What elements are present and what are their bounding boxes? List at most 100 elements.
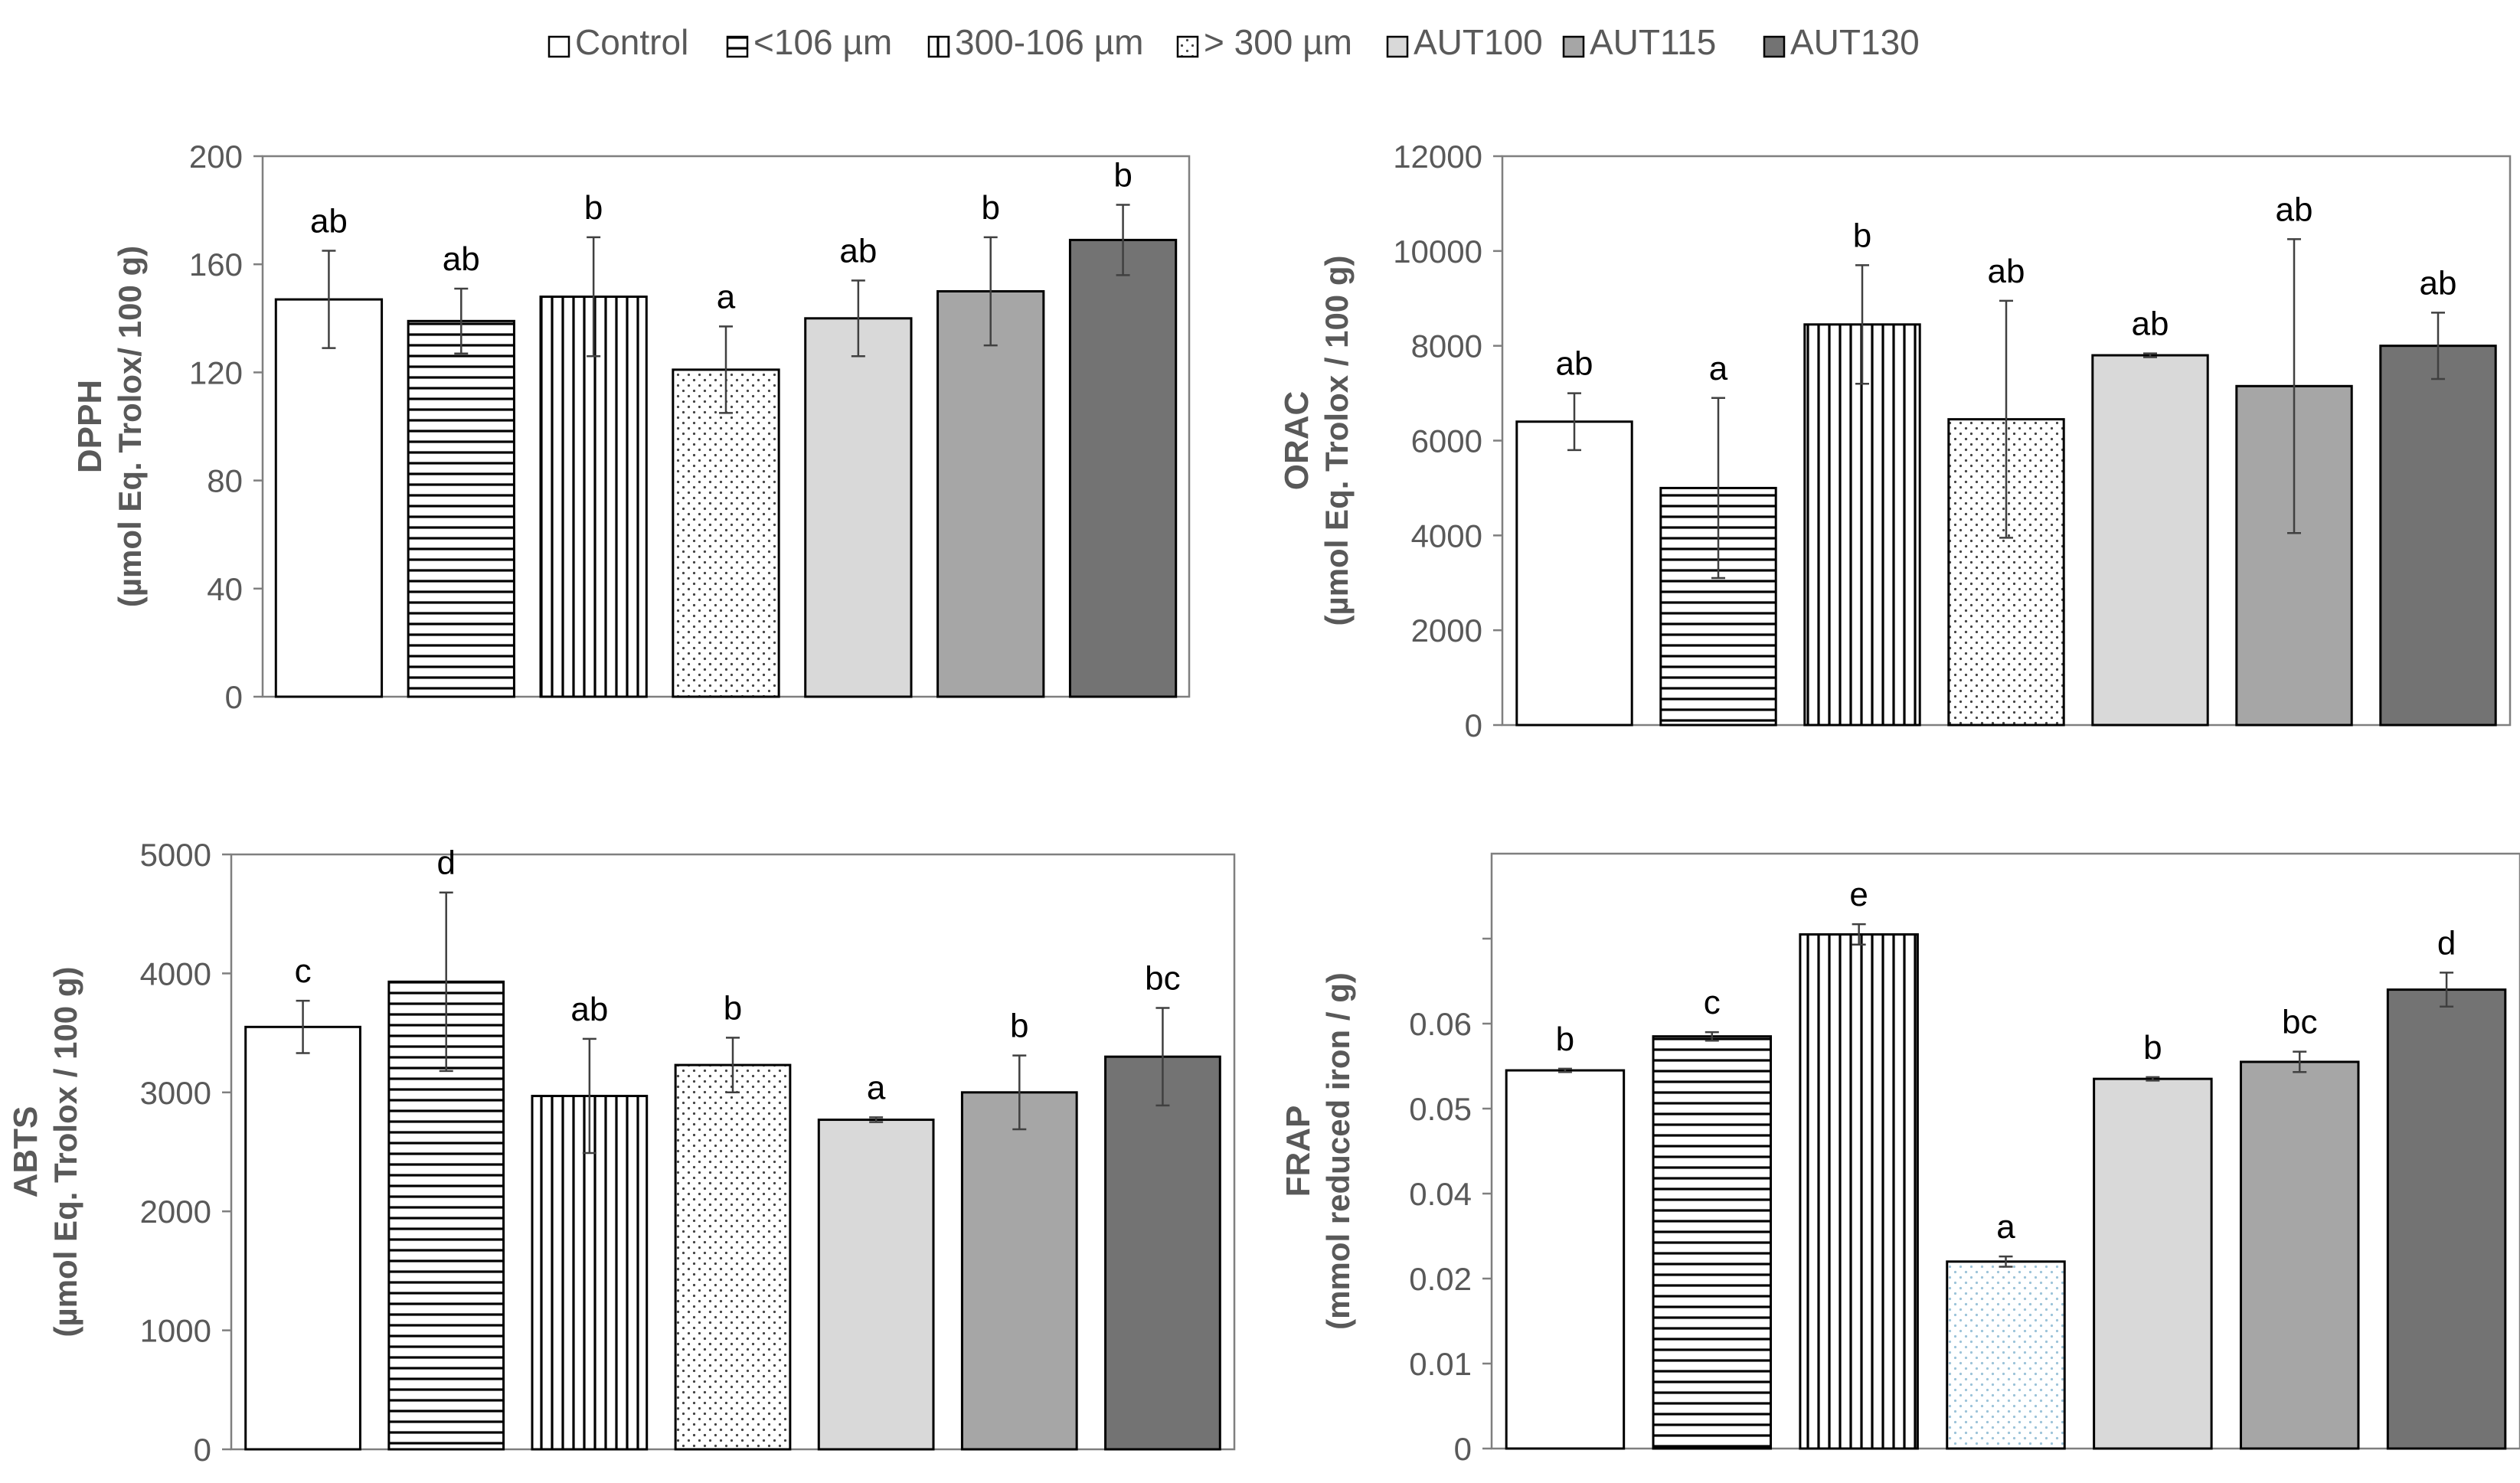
error-bar xyxy=(1012,1054,1027,1131)
significance-letter: b xyxy=(724,989,742,1027)
y-tick-label: 4000 xyxy=(1411,518,1482,554)
error-bar xyxy=(2146,1076,2160,1082)
y-tick-label: 6000 xyxy=(1411,423,1482,459)
error-bar xyxy=(1855,264,1869,385)
error-bar xyxy=(454,287,469,354)
error-bar xyxy=(1116,204,1130,276)
chart-legend: Control <106 µm 300-106 µm > 300 µm AUT100 AU… xyxy=(547,22,1920,62)
bar-abts-4 xyxy=(817,1119,935,1451)
error-bar xyxy=(322,250,336,349)
bar-abts-2 xyxy=(531,1094,649,1451)
bar-frap-2 xyxy=(1799,933,1919,1450)
significance-letter: ab xyxy=(2420,264,2457,302)
y-tick-label: 8000 xyxy=(1411,328,1482,364)
significance-letter: ab xyxy=(2276,191,2313,228)
bar-frap-3 xyxy=(1946,1260,2066,1450)
significance-letter: e xyxy=(1849,876,1868,913)
abts-chart: 0 1000 2000 3000 4000 5000 ABTS (µmol Eq. Trolo… xyxy=(7,837,1236,1468)
significance-letter: b xyxy=(584,189,603,227)
y-tick-label: 4000 xyxy=(140,955,211,991)
significance-letter: bc xyxy=(2282,1004,2317,1041)
bar-orac-4 xyxy=(2091,354,2209,727)
legend-label: <106 µm xyxy=(753,22,892,62)
bar-dpph-6 xyxy=(1068,238,1178,698)
significance-letter: a xyxy=(867,1069,886,1106)
y-tick-label: 5000 xyxy=(140,837,211,873)
legend-label: > 300 µm xyxy=(1204,22,1352,62)
legend-label: AUT100 xyxy=(1414,22,1543,62)
y-tick-label: 0 xyxy=(1465,707,1482,743)
legend-item-aut130: AUT130 xyxy=(1763,22,1920,62)
error-bar xyxy=(1711,397,1725,580)
legend-swatch xyxy=(927,35,950,58)
error-bar xyxy=(726,1037,740,1094)
error-bar xyxy=(587,236,601,358)
dpph-chart: 0 40 80 120 160 200 DPPH (µmol Eq. Trolox/ 100 … xyxy=(71,139,1191,715)
bar-frap-5 xyxy=(2239,1060,2360,1450)
bar-frap-1 xyxy=(1652,1035,1773,1450)
significance-letter: c xyxy=(295,952,312,990)
significance-letter: d xyxy=(2437,924,2456,962)
y-tick-label: 0 xyxy=(194,1432,211,1468)
significance-letter: ab xyxy=(570,991,608,1028)
bar-frap-0 xyxy=(1505,1069,1626,1450)
bar-dpph-4 xyxy=(804,317,913,698)
significance-letter: b xyxy=(1556,1021,1574,1058)
y-tick-label: 40 xyxy=(207,571,243,607)
significance-letter: b xyxy=(2143,1029,2162,1067)
bar-frap-4 xyxy=(2093,1077,2213,1450)
significance-letter: b xyxy=(1113,157,1132,194)
bar-abts-5 xyxy=(960,1091,1078,1451)
significance-letter: ab xyxy=(839,232,877,269)
y-tick-label: 200 xyxy=(189,139,243,175)
y-axis-title-line1: ORAC xyxy=(1278,391,1316,491)
y-axis-title-line2: (µmol Eq. Trolox / 100 g) xyxy=(47,967,83,1338)
y-axis-title-line1: DPPH xyxy=(71,380,109,473)
y-tick-label: 0.01 xyxy=(1409,1346,1472,1382)
legend-swatch xyxy=(1763,35,1786,58)
y-axis-title: DPPH (µmol Eq. Trolox/ 100 g) xyxy=(71,246,148,607)
y-tick-label: 2000 xyxy=(140,1194,211,1230)
bar-frap-6 xyxy=(2386,988,2507,1450)
bar-dpph-2 xyxy=(539,296,648,698)
legend-label: AUT130 xyxy=(1790,22,1920,62)
error-bar xyxy=(1852,923,1866,946)
y-tick-label: 0.02 xyxy=(1409,1261,1472,1297)
legend-swatch xyxy=(1176,35,1199,58)
y-tick-label: 0.06 xyxy=(1409,1006,1472,1042)
legend-swatch xyxy=(726,35,749,58)
significance-letter: ab xyxy=(1556,345,1593,383)
bar-orac-2 xyxy=(1803,323,1921,727)
orac-chart: 0 2000 4000 6000 8000 10000 12000 ORAC (µmol Eq.… xyxy=(1278,139,2512,743)
y-axis-title: FRAP (mmol reduced iron / g) xyxy=(1280,972,1356,1330)
error-bar xyxy=(582,1037,596,1155)
error-bar xyxy=(2143,352,2157,358)
significance-letter: b xyxy=(1010,1008,1028,1045)
significance-letter: ab xyxy=(310,203,348,240)
error-bar xyxy=(2287,238,2301,534)
significance-letter: a xyxy=(1709,350,1728,387)
significance-letter: ab xyxy=(2132,305,2169,343)
legend-swatch xyxy=(1386,35,1409,58)
error-bar xyxy=(1999,1255,2013,1268)
error-bar xyxy=(983,236,998,347)
y-axis-title-line1: ABTS xyxy=(7,1106,44,1198)
error-bar xyxy=(2293,1050,2307,1073)
legend-item-gt300: > 300 µm xyxy=(1176,22,1352,62)
bar-orac-6 xyxy=(2379,345,2497,727)
error-bar xyxy=(1155,1007,1170,1107)
legend-item-mid: 300-106 µm xyxy=(927,22,1143,62)
significance-letter: c xyxy=(1704,984,1721,1021)
error-bar xyxy=(869,1116,884,1123)
bar-dpph-0 xyxy=(274,298,384,698)
bar-abts-3 xyxy=(674,1063,792,1451)
legend-label: Control xyxy=(575,22,688,62)
significance-letter: bc xyxy=(1145,959,1180,997)
y-tick-label: 2000 xyxy=(1411,612,1482,648)
bar-orac-0 xyxy=(1515,420,1633,727)
error-bar xyxy=(1557,1067,1572,1073)
y-tick-label: 12000 xyxy=(1393,139,1482,175)
error-bar xyxy=(1705,1031,1719,1042)
y-axis-title-line2: (mmol reduced iron / g) xyxy=(1320,972,1356,1330)
bar-dpph-3 xyxy=(672,368,780,698)
